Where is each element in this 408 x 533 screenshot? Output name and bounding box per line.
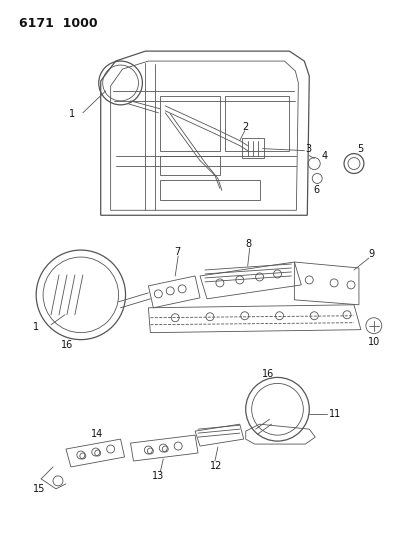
Text: 15: 15 <box>33 484 46 494</box>
Text: 3: 3 <box>305 143 311 154</box>
Text: 11: 11 <box>329 409 341 419</box>
Text: 8: 8 <box>246 239 252 249</box>
Text: 16: 16 <box>262 369 274 379</box>
Text: 4: 4 <box>321 151 327 160</box>
Text: 13: 13 <box>152 471 164 481</box>
Text: 16: 16 <box>61 340 73 350</box>
Text: 9: 9 <box>368 249 374 259</box>
Text: 10: 10 <box>368 337 380 346</box>
Text: 5: 5 <box>357 143 363 154</box>
Text: 2: 2 <box>243 122 249 132</box>
Text: 7: 7 <box>174 247 180 257</box>
Text: 6171  1000: 6171 1000 <box>19 17 98 30</box>
Text: 1: 1 <box>69 109 75 119</box>
Text: 6: 6 <box>313 185 319 196</box>
Text: 12: 12 <box>210 461 222 471</box>
Text: 1: 1 <box>33 322 39 332</box>
Text: 14: 14 <box>91 429 103 439</box>
